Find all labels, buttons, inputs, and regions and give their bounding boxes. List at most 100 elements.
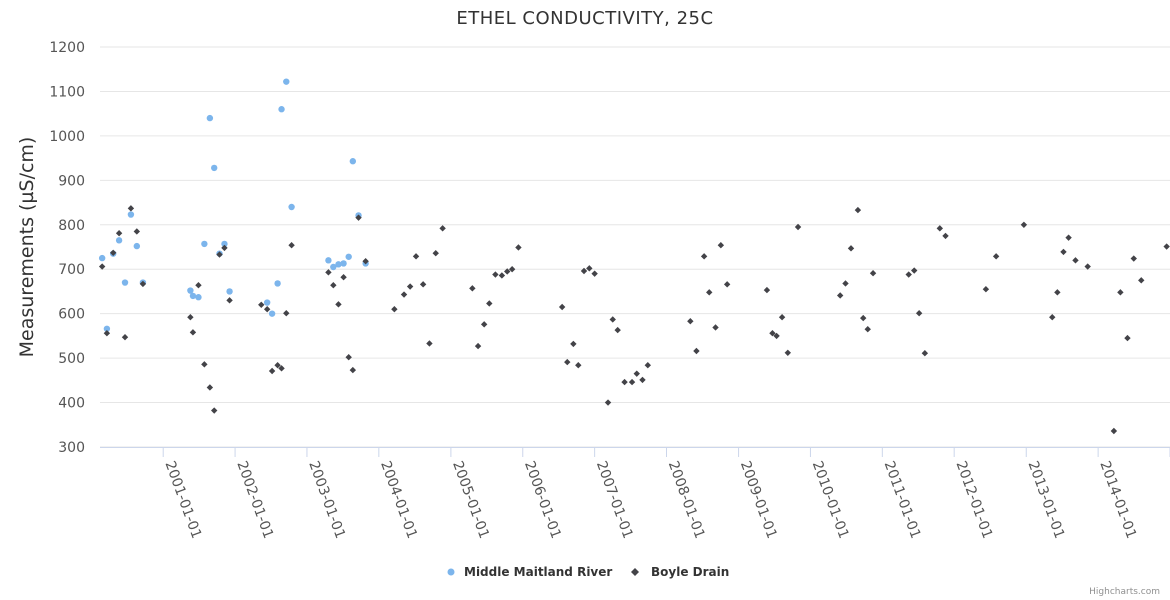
data-point[interactable] xyxy=(644,362,651,369)
data-point[interactable] xyxy=(515,244,522,251)
data-point[interactable] xyxy=(330,263,337,271)
data-point[interactable] xyxy=(201,361,208,368)
data-point[interactable] xyxy=(115,230,123,237)
data-point[interactable] xyxy=(206,114,214,122)
data-point[interactable] xyxy=(98,254,106,262)
data-point[interactable] xyxy=(127,211,135,218)
data-point[interactable] xyxy=(763,286,771,294)
data-point[interactable] xyxy=(274,280,281,287)
data-point[interactable] xyxy=(769,330,776,337)
data-point[interactable] xyxy=(1163,243,1170,250)
data-point[interactable] xyxy=(942,232,949,240)
data-point[interactable] xyxy=(340,260,347,267)
data-point[interactable] xyxy=(604,399,612,406)
data-point[interactable] xyxy=(492,271,499,278)
data-point[interactable] xyxy=(936,225,944,232)
data-point[interactable] xyxy=(391,306,398,313)
data-point[interactable] xyxy=(278,106,285,113)
data-point[interactable] xyxy=(139,280,147,288)
data-point[interactable] xyxy=(325,257,332,264)
data-point[interactable] xyxy=(109,249,117,256)
data-point[interactable] xyxy=(773,332,780,340)
data-point[interactable] xyxy=(1138,277,1145,284)
data-point[interactable] xyxy=(723,281,731,288)
data-point[interactable] xyxy=(633,370,640,377)
data-point[interactable] xyxy=(349,366,357,374)
data-point[interactable] xyxy=(864,326,871,333)
data-point[interactable] xyxy=(439,225,446,232)
data-point[interactable] xyxy=(836,292,844,299)
data-point[interactable] xyxy=(591,270,598,277)
data-point[interactable] xyxy=(268,367,276,375)
data-point[interactable] xyxy=(133,242,141,250)
data-point[interactable] xyxy=(639,376,646,384)
data-point[interactable] xyxy=(842,280,849,287)
data-point[interactable] xyxy=(211,164,218,172)
data-point[interactable] xyxy=(1110,427,1118,435)
data-point[interactable] xyxy=(263,299,271,306)
data-point[interactable] xyxy=(426,340,433,347)
legend-item-middle-maitland[interactable]: Middle Maitland River xyxy=(447,565,613,579)
data-point[interactable] xyxy=(330,282,337,289)
data-point[interactable] xyxy=(268,310,276,317)
data-point[interactable] xyxy=(419,281,427,288)
data-point[interactable] xyxy=(504,268,511,275)
data-point[interactable] xyxy=(1049,314,1056,321)
data-point[interactable] xyxy=(121,334,129,341)
credits-link[interactable]: Highcharts.com xyxy=(1089,587,1160,597)
data-point[interactable] xyxy=(564,358,571,366)
data-point[interactable] xyxy=(335,261,342,268)
data-point[interactable] xyxy=(355,214,362,221)
data-point[interactable] xyxy=(201,240,208,248)
data-point[interactable] xyxy=(687,318,694,325)
data-point[interactable] xyxy=(921,350,929,357)
data-point[interactable] xyxy=(432,250,439,257)
data-point[interactable] xyxy=(133,228,141,235)
data-point[interactable] xyxy=(349,158,357,165)
legend[interactable]: Middle Maitland River Boyle Drain xyxy=(447,565,730,579)
data-point[interactable] xyxy=(98,263,106,270)
data-point[interactable] xyxy=(480,321,488,328)
data-point[interactable] xyxy=(869,270,877,277)
legend-item-boyle-drain[interactable]: Boyle Drain xyxy=(631,565,729,579)
data-point[interactable] xyxy=(784,349,792,356)
data-point[interactable] xyxy=(288,203,295,211)
data-point[interactable] xyxy=(915,310,923,317)
data-point[interactable] xyxy=(847,245,855,252)
data-point[interactable] xyxy=(570,340,577,348)
data-point[interactable] xyxy=(508,266,516,273)
data-point[interactable] xyxy=(717,242,725,249)
data-point[interactable] xyxy=(1072,257,1079,264)
data-point[interactable] xyxy=(283,310,290,317)
data-point[interactable] xyxy=(278,365,285,372)
data-point[interactable] xyxy=(187,314,194,321)
data-point[interactable] xyxy=(340,274,347,281)
data-point[interactable] xyxy=(345,354,352,361)
data-point[interactable] xyxy=(1065,234,1072,241)
data-point[interactable] xyxy=(1020,221,1028,228)
data-point[interactable] xyxy=(103,325,111,332)
data-point[interactable] xyxy=(211,407,218,414)
data-point[interactable] xyxy=(216,251,223,258)
data-point[interactable] xyxy=(558,303,566,311)
data-point[interactable] xyxy=(1084,263,1091,270)
data-point[interactable] xyxy=(362,258,369,265)
data-point[interactable] xyxy=(221,240,228,248)
data-point[interactable] xyxy=(614,326,621,334)
data-point[interactable] xyxy=(778,314,786,321)
data-point[interactable] xyxy=(700,253,708,260)
data-point[interactable] xyxy=(474,342,482,350)
data-point[interactable] xyxy=(854,206,862,214)
data-point[interactable] xyxy=(121,279,129,286)
data-point[interactable] xyxy=(580,267,588,275)
data-point[interactable] xyxy=(187,287,194,294)
data-point[interactable] xyxy=(498,272,506,279)
data-point[interactable] xyxy=(860,314,867,322)
data-point[interactable] xyxy=(127,205,135,212)
data-point[interactable] xyxy=(1060,248,1067,256)
data-point[interactable] xyxy=(283,78,290,85)
data-point[interactable] xyxy=(189,292,197,300)
data-point[interactable] xyxy=(400,291,408,298)
data-point[interactable] xyxy=(486,300,493,307)
data-point[interactable] xyxy=(628,378,636,386)
